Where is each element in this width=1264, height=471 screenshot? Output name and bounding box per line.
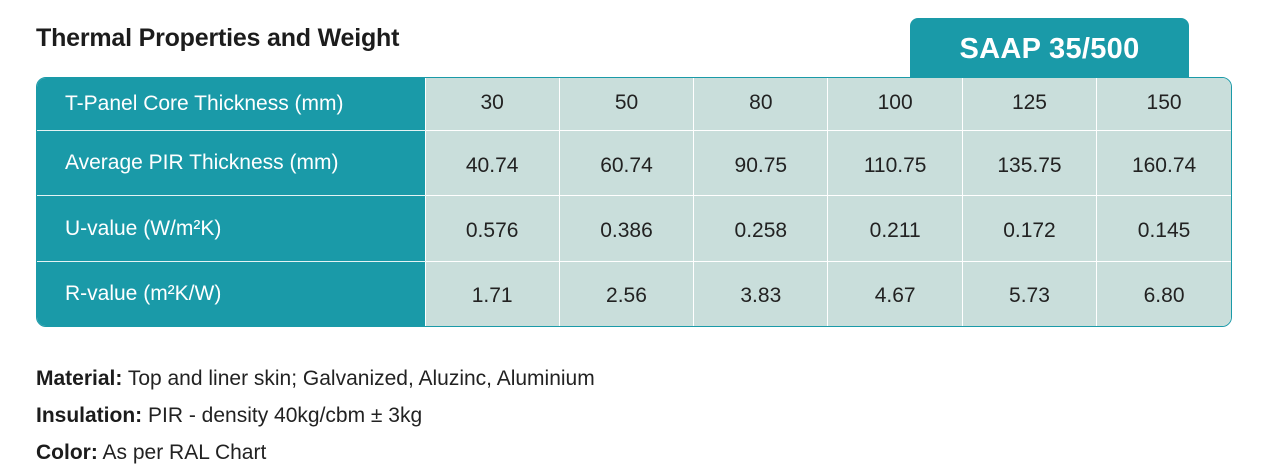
table-cell: 4.67 — [827, 261, 963, 326]
page-title: Thermal Properties and Weight — [36, 24, 400, 52]
row-label: T-Panel Core Thickness (mm) — [37, 78, 425, 131]
table-cell: 110.75 — [827, 130, 963, 197]
table-cell: 5.73 — [961, 261, 1097, 326]
note-material: Material: Top and liner skin; Galvanized… — [36, 360, 595, 397]
product-tab: SAAP 35/500 — [910, 18, 1189, 80]
spec-table: T-Panel Core Thickness (mm) 30 50 80 100… — [36, 77, 1232, 327]
table-cell: 40.74 — [424, 130, 560, 197]
note-insulation: Insulation: PIR - density 40kg/cbm ± 3kg — [36, 397, 595, 434]
note-text: Top and liner skin; Galvanized, Aluzinc,… — [122, 367, 595, 390]
table-cell: 160.74 — [1096, 130, 1231, 197]
table-cell: 80 — [693, 78, 828, 131]
table-cell: 100 — [827, 78, 963, 131]
row-label: U-value (W/m²K) — [37, 195, 425, 262]
table-cell: 0.172 — [961, 195, 1097, 262]
table-cell: 1.71 — [424, 261, 560, 326]
note-text: As per RAL Chart — [97, 441, 267, 464]
note-text: PIR - density 40kg/cbm ± 3kg — [142, 404, 423, 427]
table-cell: 6.80 — [1096, 261, 1231, 326]
table-cell: 0.386 — [558, 195, 694, 262]
note-label: Color: — [36, 441, 98, 464]
table-cell: 2.56 — [558, 261, 694, 326]
table-row-r-value: R-value (m²K/W) 1.71 2.56 3.83 4.67 5.73… — [37, 261, 1231, 326]
table-cell: 135.75 — [961, 130, 1097, 197]
table-cell: 0.258 — [693, 195, 828, 262]
table-row-pir-thickness: Average PIR Thickness (mm) 40.74 60.74 9… — [37, 130, 1231, 197]
note-label: Insulation: — [36, 404, 143, 427]
row-label: Average PIR Thickness (mm) — [37, 130, 425, 197]
note-label: Material: — [36, 367, 123, 390]
table-cell: 90.75 — [693, 130, 828, 197]
table-cell: 0.145 — [1096, 195, 1231, 262]
table-cell: 60.74 — [558, 130, 694, 197]
table-cell: 150 — [1096, 78, 1231, 131]
table-cell: 3.83 — [693, 261, 828, 326]
table-cell: 0.211 — [827, 195, 963, 262]
table-cell: 50 — [558, 78, 694, 131]
note-color: Color: As per RAL Chart — [36, 434, 595, 471]
table-cell: 30 — [424, 78, 560, 131]
row-label: R-value (m²K/W) — [37, 261, 425, 326]
table-cell: 0.576 — [424, 195, 560, 262]
table-row-u-value: U-value (W/m²K) 0.576 0.386 0.258 0.211 … — [37, 195, 1231, 262]
table-cell: 125 — [961, 78, 1097, 131]
spec-notes: Material: Top and liner skin; Galvanized… — [36, 360, 595, 471]
table-row-core-thickness: T-Panel Core Thickness (mm) 30 50 80 100… — [37, 78, 1231, 131]
